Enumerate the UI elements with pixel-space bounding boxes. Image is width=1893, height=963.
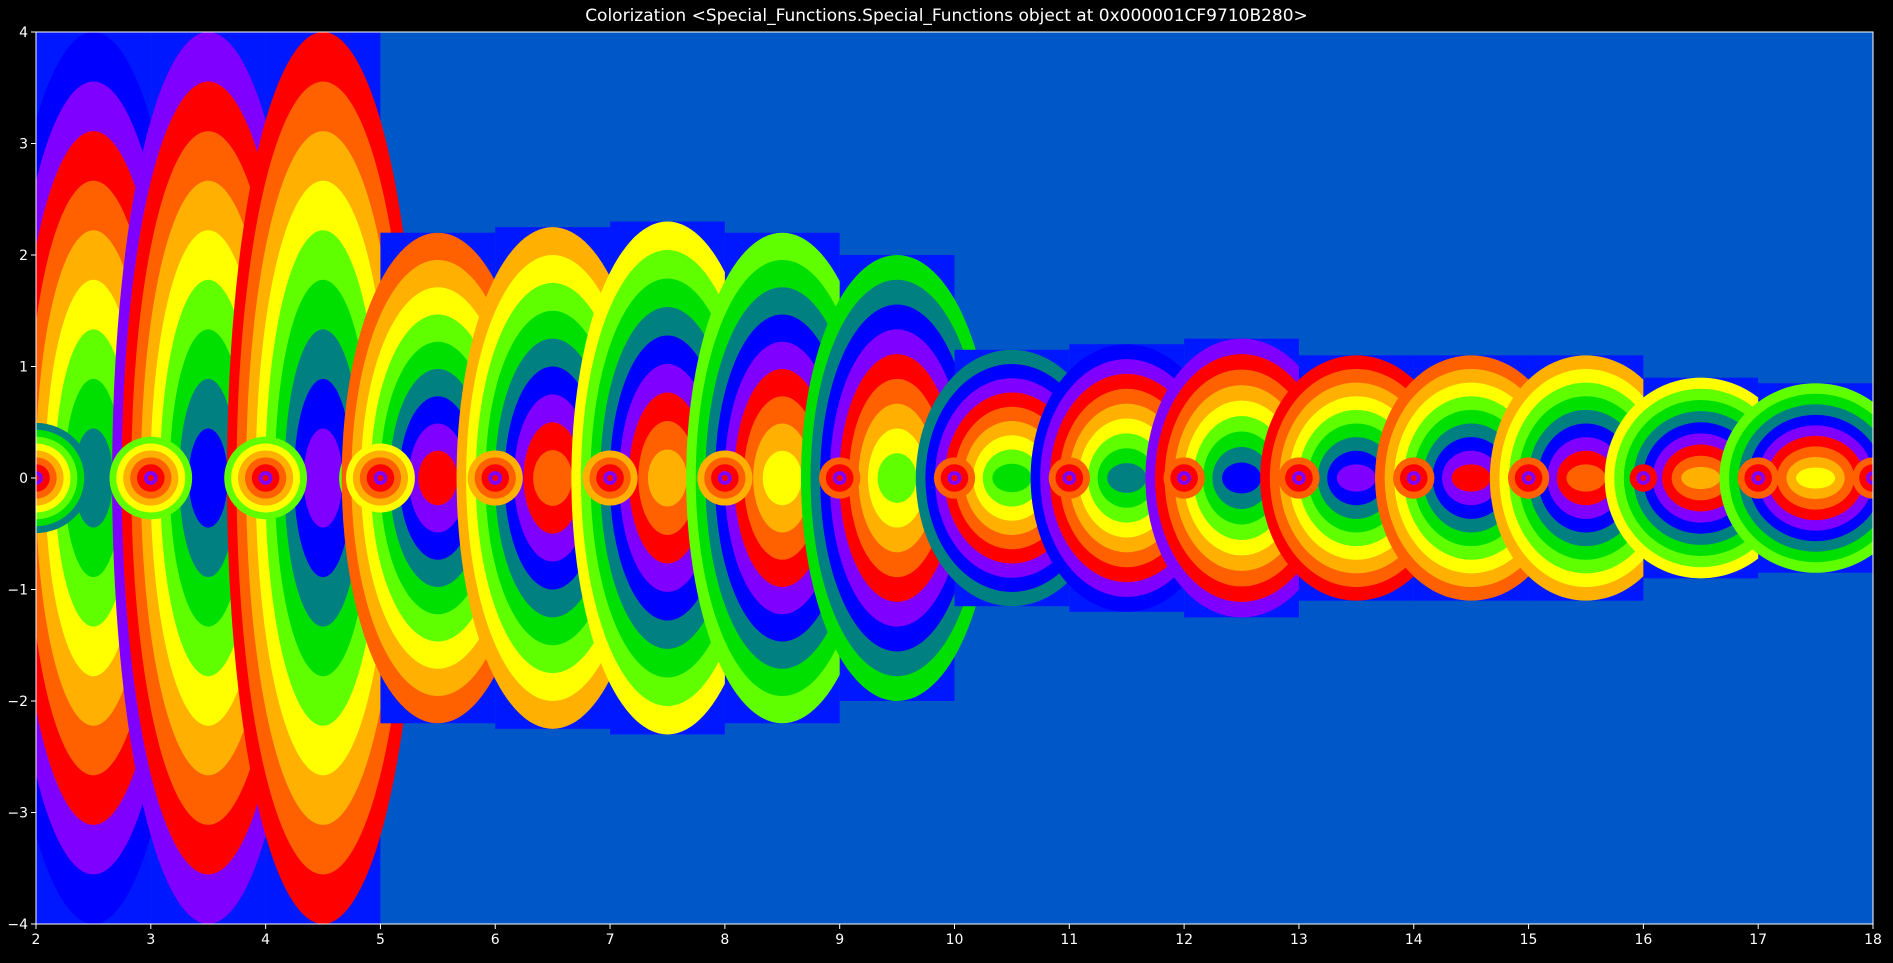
zero-point <box>1640 475 1647 481</box>
phase-band <box>1107 463 1147 493</box>
phase-band <box>877 453 917 503</box>
zero-point <box>492 475 499 481</box>
phase-band <box>992 463 1032 493</box>
zero-point <box>951 475 958 481</box>
phase-band <box>762 450 802 506</box>
zero-point <box>607 475 614 481</box>
x-tick-label: 13 <box>1290 932 1308 948</box>
zero-point <box>1181 475 1188 481</box>
zero-point <box>836 475 843 481</box>
plot-title: Colorization <Special_Functions.Special_… <box>585 6 1308 26</box>
x-tick-label: 3 <box>146 932 155 948</box>
y-tick-label: 1 <box>19 360 28 376</box>
x-tick-label: 5 <box>376 932 385 948</box>
x-tick-label: 11 <box>1060 932 1078 948</box>
y-tick-label: −2 <box>7 694 28 710</box>
zero-point <box>147 475 154 481</box>
x-tick-label: 2 <box>32 932 41 948</box>
x-tick-label: 16 <box>1634 932 1652 948</box>
x-tick-label: 4 <box>261 932 270 948</box>
phase-band <box>1221 462 1262 494</box>
plot-area <box>36 32 1873 924</box>
phase-band <box>1451 464 1491 492</box>
x-tick-label: 8 <box>720 932 729 948</box>
zero-point <box>1525 475 1532 481</box>
phase-band <box>647 449 688 507</box>
zero-point <box>1870 475 1873 481</box>
zero-ring <box>1866 471 1873 485</box>
x-tick-label: 10 <box>946 932 964 948</box>
x-tick-label: 17 <box>1749 932 1767 948</box>
zero-point <box>1755 475 1762 481</box>
phase-band <box>1681 466 1721 490</box>
phase-band <box>303 428 343 528</box>
x-tick-label: 18 <box>1864 932 1882 948</box>
y-tick-label: −1 <box>7 583 28 599</box>
y-tick-label: 3 <box>19 137 28 153</box>
y-tick-label: 2 <box>19 248 28 264</box>
x-tick-label: 9 <box>835 932 844 948</box>
y-tick-label: 4 <box>19 25 28 41</box>
zero-point <box>377 475 384 481</box>
segment-16 <box>1719 383 1873 573</box>
phase-band <box>1336 464 1376 492</box>
phase-band <box>1566 464 1606 492</box>
phase-band <box>1796 467 1836 489</box>
phase-band <box>188 428 228 528</box>
phase-band <box>418 450 458 506</box>
segment-8 <box>800 255 994 701</box>
x-tick-label: 15 <box>1520 932 1538 948</box>
zero-point <box>36 475 39 481</box>
x-tick-label: 6 <box>491 932 500 948</box>
segment-3 <box>224 32 422 924</box>
zero-point <box>262 475 269 481</box>
y-tick-label: 0 <box>19 471 28 487</box>
y-tick-label: −3 <box>7 806 28 822</box>
phase-band <box>533 450 573 506</box>
zero-point <box>1066 475 1073 481</box>
zero-point <box>721 475 728 481</box>
y-tick-label: −4 <box>7 917 28 933</box>
x-tick-label: 7 <box>606 932 615 948</box>
zero-ring <box>36 471 43 485</box>
zero-point <box>1410 475 1417 481</box>
x-tick-label: 12 <box>1175 932 1193 948</box>
zero-point <box>1295 475 1302 481</box>
x-tick-label: 14 <box>1405 932 1423 948</box>
